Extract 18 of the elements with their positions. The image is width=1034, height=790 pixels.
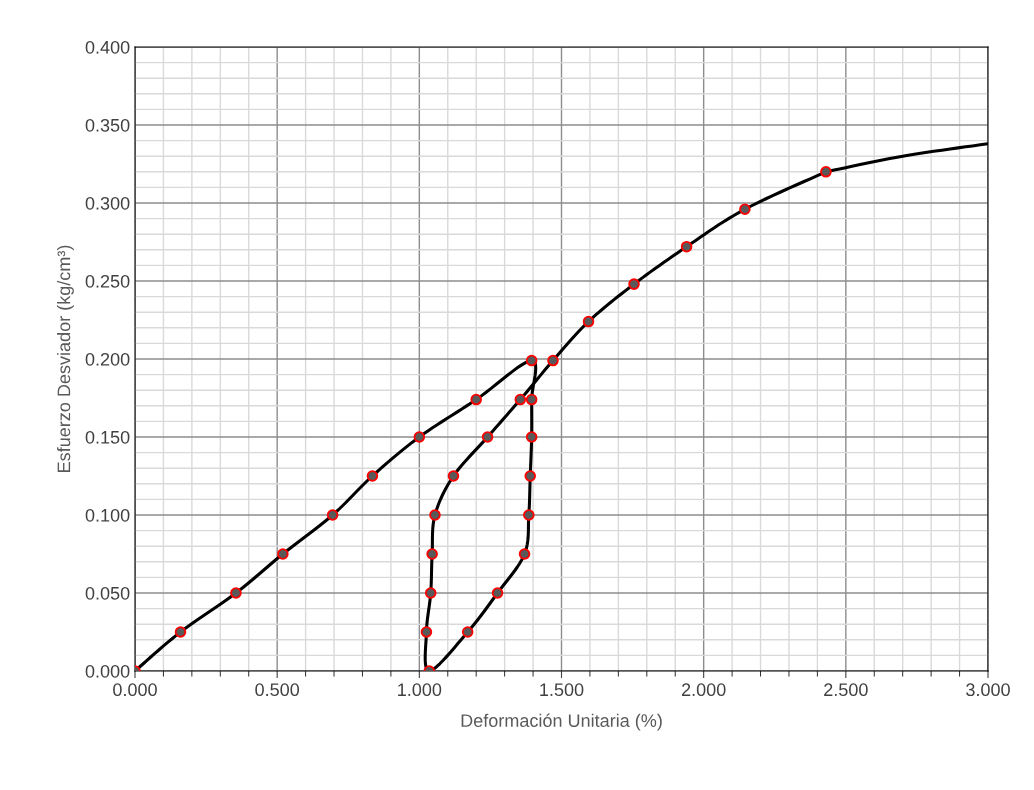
- x-tick-label: 0.000: [113, 683, 157, 697]
- x-tick-label: 3.000: [966, 683, 1010, 697]
- y-tick-label: 0.100: [85, 508, 130, 522]
- y-tick-label: 0.350: [85, 118, 130, 132]
- x-tick-label: 0.500: [255, 683, 300, 697]
- x-axis-title: Deformación Unitaria (%): [461, 713, 662, 731]
- y-tick-label: 0.300: [85, 196, 130, 210]
- y-tick-label: 0.250: [85, 274, 130, 288]
- y-tick-label: 0.050: [85, 586, 130, 600]
- x-tick-label: 1.500: [540, 683, 584, 697]
- x-tick-label: 1.000: [398, 683, 442, 697]
- x-tick-label: 2.000: [681, 683, 726, 697]
- x-tick-label: 2.500: [824, 683, 868, 697]
- y-tick-label: 0.400: [85, 40, 130, 54]
- y-tick-label: 0.000: [85, 664, 130, 678]
- y-tick-label: 0.200: [85, 352, 130, 366]
- y-axis-title: Esfuerzo Desviador (kg/cm³): [57, 245, 74, 472]
- y-tick-label: 0.150: [85, 430, 130, 444]
